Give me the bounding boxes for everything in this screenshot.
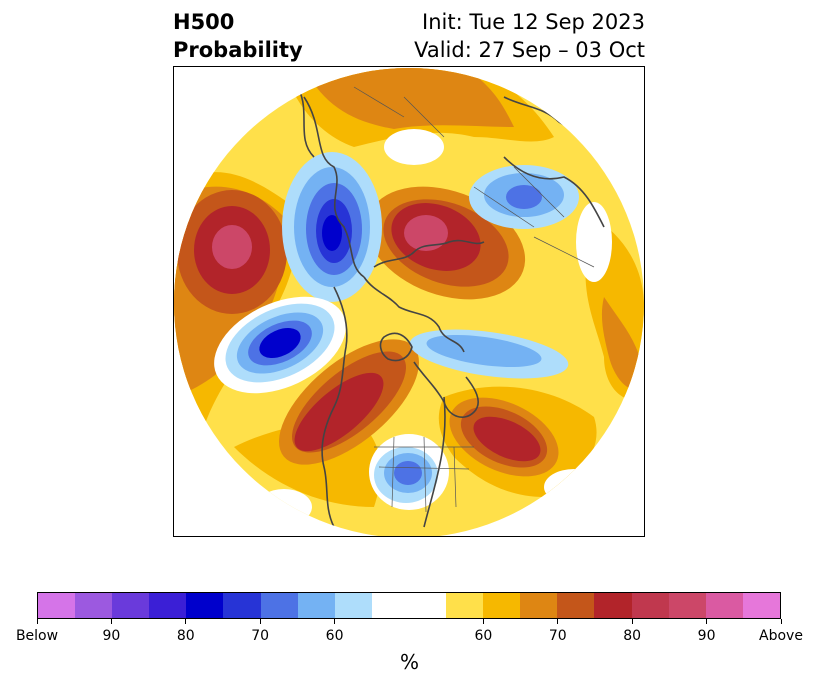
anomaly-below-east-siberia: [322, 215, 342, 251]
title-variable: H500: [173, 10, 235, 34]
colorbar: [37, 592, 781, 619]
colorbar-segment: [668, 593, 706, 618]
colorbar-tick-label: 80: [176, 628, 195, 644]
colorbar-segment: [334, 593, 372, 618]
colorbar-segment: [223, 593, 261, 618]
colorbar-tick-label: Above: [759, 628, 803, 644]
near-normal-area: [576, 202, 612, 282]
colorbar-tick: [482, 619, 484, 624]
colorbar-tick: [185, 619, 187, 624]
political-borders: [353, 86, 595, 513]
colorbar-segment: [260, 593, 298, 618]
colorbar-tick-label: 90: [102, 628, 121, 644]
anomaly-above-north-pacific: [212, 225, 252, 269]
colorbar-segment: [112, 593, 150, 618]
colorbar-segment: [75, 593, 113, 618]
near-normal-area: [544, 469, 604, 505]
valid-period: Valid: 27 Sep – 03 Oct: [414, 38, 645, 62]
colorbar-tick: [110, 619, 112, 624]
polar-map: [174, 68, 644, 536]
colorbar-tick-label: 80: [623, 628, 642, 644]
anomaly-below-eastern-us: [394, 461, 422, 485]
title-product: Probability: [173, 38, 303, 62]
anomaly-above-north-atlantic: [473, 416, 541, 462]
init-date: Init: Tue 12 Sep 2023: [422, 10, 645, 34]
colorbar-segment: [520, 593, 558, 618]
colorbar-segment: [297, 593, 335, 618]
anomaly-above-west-siberia: [404, 215, 448, 251]
colorbar-tick-label: 60: [325, 628, 344, 644]
near-normal-area: [256, 489, 312, 525]
colorbar-segment: [446, 593, 484, 618]
colorbar-segment: [742, 593, 780, 618]
colorbar-tick-label: Below: [15, 628, 59, 644]
chart-title-right: Init: Tue 12 Sep 2023 Valid: 27 Sep – 03…: [414, 8, 645, 64]
colorbar-tick: [631, 619, 633, 624]
colorbar-tick: [780, 619, 782, 624]
colorbar-tick: [259, 619, 261, 624]
colorbar-tick: [334, 619, 336, 624]
colorbar-segment: [186, 593, 224, 618]
colorbar-tick: [706, 619, 708, 624]
colorbar-segment: [557, 593, 595, 618]
colorbar-segment: [149, 593, 187, 618]
anomaly-above-70-band: [601, 297, 644, 390]
anomaly-below-east-europe: [506, 185, 542, 209]
anomaly-field: [174, 68, 644, 528]
anomaly-below-gulf-of-alaska: [259, 327, 301, 359]
colorbar-segment: [594, 593, 632, 618]
colorbar-tick-label: 60: [474, 628, 493, 644]
colorbar-segment: [38, 593, 76, 618]
colorbar-tick: [557, 619, 559, 624]
colorbar-segment: [483, 593, 521, 618]
near-normal-area: [384, 129, 444, 165]
anomaly-above-70-band: [304, 68, 514, 129]
colorbar-segment: [408, 593, 447, 618]
anomaly-above-western-canada: [294, 372, 384, 452]
colorbar-unit-label: %: [399, 650, 419, 674]
chart-title-left: H500 Probability: [173, 8, 303, 64]
colorbar-segment: [371, 593, 409, 618]
colorbar-tick-label: 90: [697, 628, 716, 644]
colorbar-segment: [705, 593, 743, 618]
map-panel: [173, 66, 645, 537]
colorbar-tick-label: 70: [548, 628, 567, 644]
colorbar-segment: [631, 593, 669, 618]
colorbar-tick-label: 70: [251, 628, 270, 644]
colorbar-tick: [36, 619, 38, 624]
